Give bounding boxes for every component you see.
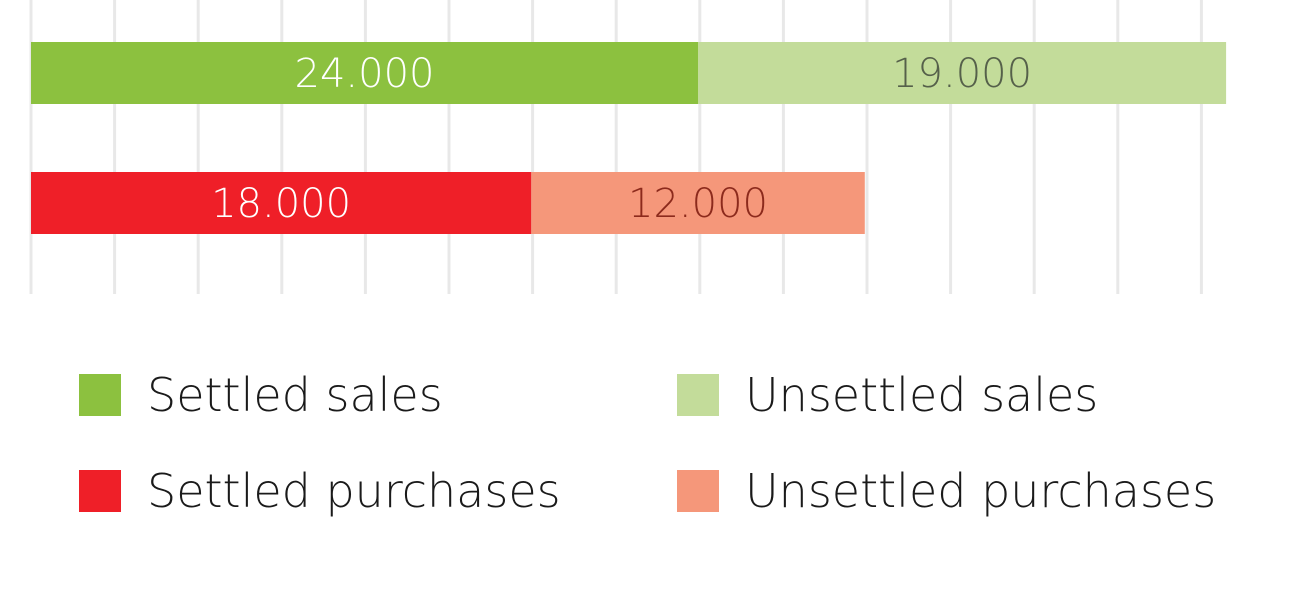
bar-segment-settled-sales <box>31 42 698 104</box>
bar-segment-unsettled-sales <box>698 42 1227 104</box>
bars-group: 24.000 19.000 18.000 12.000 <box>31 42 1227 234</box>
bar-segment-settled-purchases <box>31 172 532 234</box>
data-label-unsettled-purchases: 12.000 <box>628 181 768 227</box>
bar-segment-unsettled-purchases <box>531 172 865 234</box>
data-label-settled-purchases: 18.000 <box>211 181 351 227</box>
data-label-settled-sales: 24.000 <box>295 51 435 97</box>
data-label-unsettled-sales: 19.000 <box>892 51 1032 97</box>
